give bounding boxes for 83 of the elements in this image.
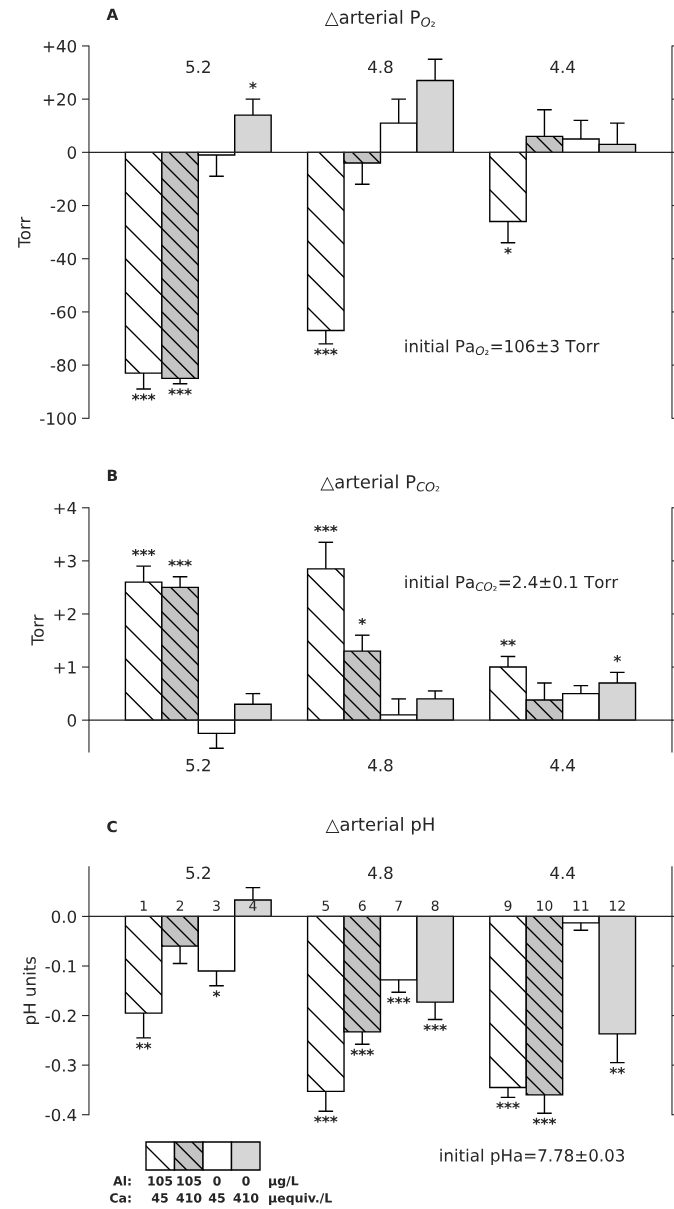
data-label: ** [500,639,516,647]
y-tick-label: -20 [50,199,77,213]
data-label: *** [314,348,338,356]
data-label: * [249,81,257,89]
text: 105 [148,1176,173,1186]
data-label: *** [314,1115,338,1123]
text: 45 [151,1193,168,1203]
data-label: *** [496,1101,520,1109]
x-tick-label: 6 [358,900,366,911]
y-tick-label: -0.2 [45,1009,76,1023]
x-tick-label: 11 [573,900,589,911]
chart-title: △arterial P$_{O₂}$ [324,10,435,27]
text: B [107,469,118,481]
y-tick-label: +20 [43,93,77,106]
y-tick-label: -60 [50,305,77,319]
data-label: * [504,247,512,255]
text: 0 [213,1176,221,1186]
annotation: 5.2 [186,866,210,880]
y-tick-label: +3 [54,554,76,568]
y-tick-label: -0.4 [45,1108,77,1122]
x-tick-label: 9 [504,900,512,911]
x-tick-label: 3 [213,900,220,911]
y-tick-label: 0 [67,714,77,727]
y-tick-label: 0 [67,146,77,159]
x-tick-label: 7 [395,900,402,911]
y-axis-title: Torr [31,614,44,646]
data-label: *** [387,996,411,1004]
x-tick-label: 8 [431,900,439,911]
data-label: *** [350,1048,374,1056]
y-tick-label: -100 [40,412,77,425]
data-label: *** [131,548,156,556]
text: 45 [208,1193,225,1203]
y-tick-label: +40 [43,39,77,53]
data-label: *** [168,388,192,396]
chart-title: △arterial pH [325,817,434,835]
text: µg/L [269,1176,299,1189]
annotation: 4.4 [550,866,575,879]
text: Ca: [110,1193,131,1203]
annotation: 4.8 [368,866,393,880]
y-tick-label: +1 [54,661,76,674]
y-tick-label: -40 [50,252,77,266]
data-label: *** [168,559,192,567]
text: µequiv./L [269,1192,332,1206]
data-label: *** [423,1023,447,1032]
text: 410 [176,1193,202,1203]
x-tick-label: 12 [610,900,625,911]
annotation: 4.8 [368,60,393,74]
y-tick-label: -0.1 [45,959,76,973]
y-tick-label: -0.3 [45,1059,76,1072]
annotation: initial Pa$_{O₂}$=106±3 Torr [405,339,600,356]
data-label: ** [135,1042,152,1050]
text: 4.8 [368,758,393,772]
text: 105 [177,1176,202,1186]
x-tick-label: 5 [322,900,330,911]
text: A [106,8,119,20]
y-tick-label: -80 [50,359,77,372]
chart-title: △arterial P$_{CO₂}$ [320,474,440,492]
y-axis-title: Torr [18,216,31,248]
data-label: * [212,990,221,998]
x-tick-label: 10 [537,900,553,911]
text: C [107,820,117,833]
y-tick-label: +2 [54,607,76,621]
x-tick-label: 4 [249,900,257,911]
text: 5.2 [186,758,210,772]
data-label: * [358,617,366,625]
y-tick-label: +4 [54,501,77,515]
y-tick-label: 0.0 [51,910,77,923]
text: initial pHa=7.78±0.03 [440,1148,625,1165]
data-label: *** [532,1117,557,1125]
data-label: ** [609,1067,625,1075]
annotation: initial Pa$_{CO₂}$=2.4±0.1 Torr [405,575,619,591]
text: 0 [242,1176,250,1186]
text: 4.4 [550,759,575,772]
data-label: * [613,655,622,663]
annotation: 5.2 [186,60,210,74]
x-tick-label: 1 [140,900,147,911]
x-tick-label: 2 [176,900,184,911]
annotation: 4.4 [550,60,575,73]
data-label: *** [131,393,156,401]
text: 410 [233,1193,259,1203]
data-label: *** [314,524,338,533]
text: Al: [113,1175,131,1186]
y-axis-title: pH units [22,956,40,1024]
